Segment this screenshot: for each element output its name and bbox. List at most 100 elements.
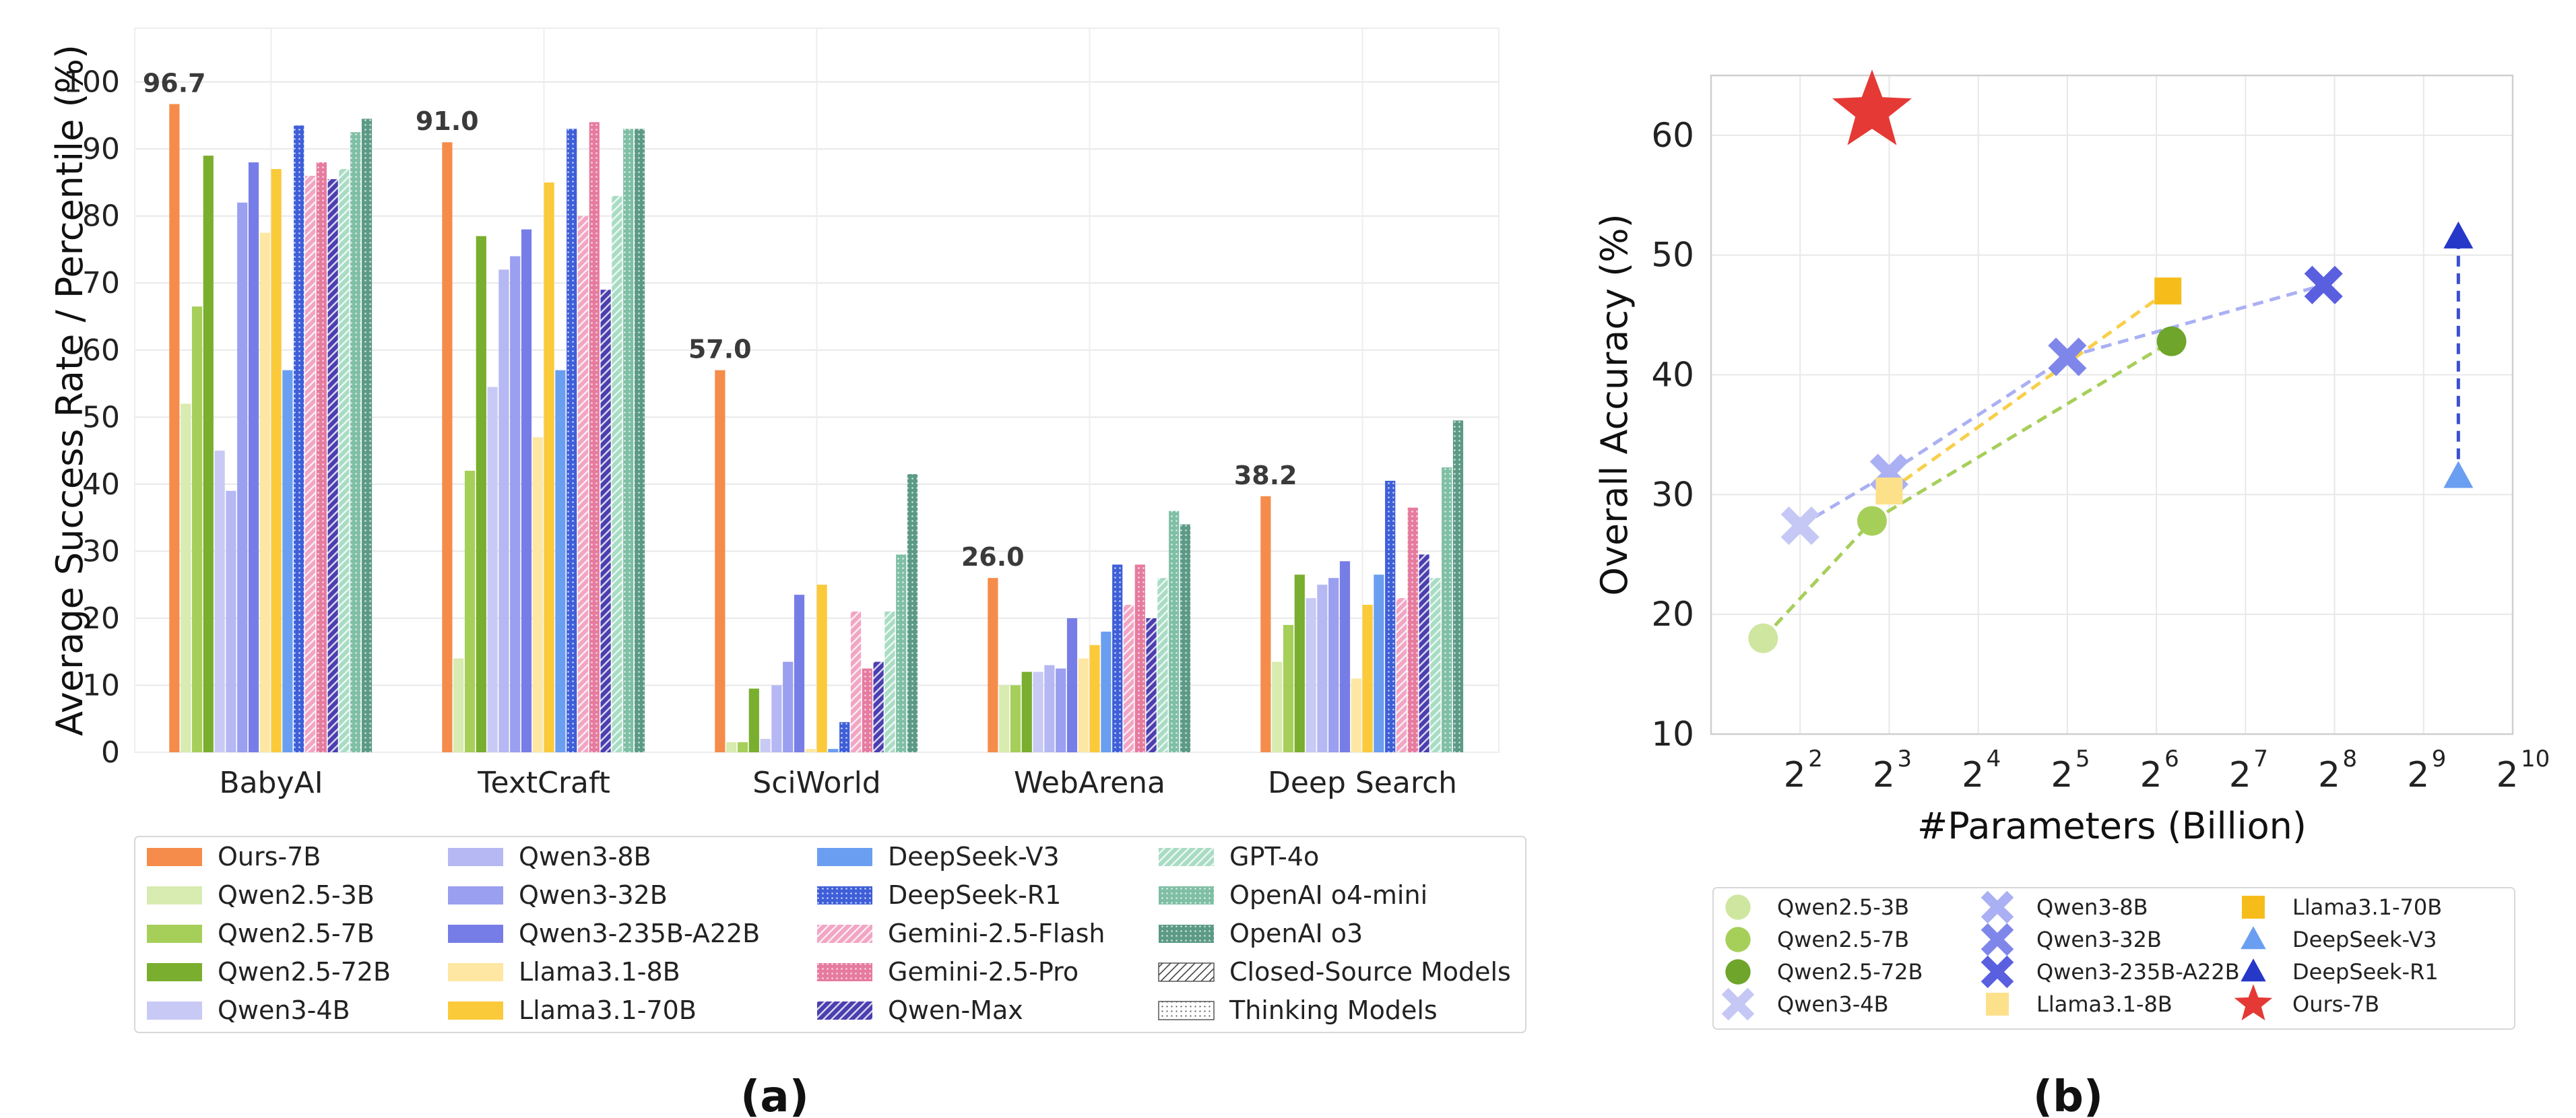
x-tick-exponent: 7 — [2253, 746, 2268, 772]
bar-openai-o3-textcraft — [634, 129, 645, 753]
bar-qwen2-5-3b-webarena — [999, 685, 1010, 752]
bar-gemini-2-5-flash-babyai — [304, 175, 316, 753]
point-qwen3-235b-a22b — [2304, 265, 2343, 304]
bar-qwen3-235b-a22b-textcraft — [521, 229, 532, 753]
y-tick-label: 30 — [1651, 475, 1694, 514]
bar-gpt-4o-deep-search — [1430, 578, 1441, 752]
bar-qwen3-235b-a22b-babyai — [248, 162, 259, 752]
bar-qwen2-5-7b-textcraft — [464, 470, 476, 752]
bar-deepseek-v3-webarena — [1101, 631, 1112, 752]
legend-marker-qwen3-32b — [1981, 923, 2014, 956]
bar-qwen2-5-3b-babyai — [181, 403, 191, 752]
bar-qwen2-5-3b-deep-search — [1272, 661, 1283, 752]
bar-llama3-1-8b-webarena — [1078, 658, 1089, 752]
point-llama3-1-70b — [2154, 277, 2182, 305]
bar-llama3-1-70b-babyai — [271, 169, 282, 752]
y-tick-label: 10 — [82, 668, 120, 702]
bar-llama3-1-70b-deep-search — [1362, 605, 1373, 752]
legend-label-llama3-1-70b: Llama3.1-70B — [2292, 894, 2442, 920]
bar-qwen3-8b-deep-search — [1317, 585, 1328, 752]
legend-swatch-gemini-2-5-flash — [817, 925, 872, 943]
bar-qwen3-8b-textcraft — [498, 269, 509, 752]
bar-openai-o3-webarena — [1180, 524, 1191, 752]
scatter-plot-area — [1711, 75, 2513, 734]
data-label-sciworld: 57.0 — [688, 335, 752, 364]
bar-qwen2-5-7b-webarena — [1010, 685, 1021, 752]
connector-qwen3-8b-qwen3-32b — [1888, 355, 2069, 475]
bar-gemini-2-5-flash-sciworld — [850, 611, 862, 752]
x-tick-base: 2 — [2229, 755, 2251, 795]
x-tick-exponent: 8 — [2343, 746, 2358, 772]
legend-marker-deepseek-v3 — [2241, 926, 2266, 950]
legend-label-qwen3-4b: Qwen3-4B — [218, 995, 350, 1025]
legend-swatch-deepseek-r1 — [817, 886, 872, 905]
legend-label-ours-7b: Ours-7B — [218, 842, 321, 872]
bar-qwen-max-babyai — [327, 178, 338, 752]
bar-qwen3-235b-a22b-sciworld — [794, 595, 805, 752]
legend-swatch-qwen2-5-72b — [147, 963, 202, 981]
legend-label-qwen3-8b: Qwen3-8B — [2036, 894, 2148, 920]
legend-label-deepseek-v3: DeepSeek-V3 — [888, 842, 1060, 872]
legend-swatch-qwen3-235b-a22b — [448, 925, 503, 943]
legend-swatch-deepseek-v3 — [817, 848, 872, 866]
legend-marker-qwen2-5-7b — [1725, 927, 1751, 952]
y-axis-title: Average Success Rate / Percentile (%) — [49, 44, 91, 736]
bar-deepseek-v3-textcraft — [555, 370, 566, 752]
bar-chart: 0 10 20 30 40 50 60 70 80 90 100 96.7 BabyAI 91.0 Text… — [49, 28, 1500, 800]
connector-qwen3-32b-qwen3-235b-a22b — [2067, 283, 2324, 359]
x-tick-exponent: 3 — [1897, 746, 1912, 772]
legend-label-qwen-max: Qwen-Max — [888, 995, 1023, 1025]
bar-qwen3-4b-sciworld — [760, 739, 771, 752]
x-tick-base: 2 — [1784, 755, 1806, 795]
x-tick-base: 2 — [2051, 755, 2073, 795]
x-tick-base: 2 — [2140, 755, 2162, 795]
x-tick-base: 2 — [2318, 755, 2340, 795]
connector-qwen2-5-3b-qwen2-5-7b — [1762, 519, 1873, 640]
legend-label-qwen3-4b: Qwen3-4B — [1777, 991, 1889, 1017]
bar-ours-7b-textcraft — [442, 142, 453, 753]
bar-qwen3-8b-babyai — [226, 490, 236, 752]
y-tick-label: 70 — [82, 266, 120, 300]
bar-deepseek-r1-sciworld — [839, 722, 850, 752]
bar-qwen3-4b-deep-search — [1306, 598, 1316, 752]
legend-label-qwen2-5-3b: Qwen2.5-3B — [1777, 894, 1909, 920]
y-tick-label: 20 — [82, 601, 120, 636]
y-tick-label: 40 — [1651, 356, 1694, 395]
legend-marker-llama3-1-70b — [2242, 896, 2265, 919]
legend-swatch-ours-7b — [147, 848, 202, 866]
x-axis-title: #Parameters (Billion) — [1917, 805, 2307, 847]
legend-label-qwen2-5-72b: Qwen2.5-72B — [218, 957, 391, 987]
y-tick-label: 30 — [82, 534, 120, 568]
data-label-textcraft: 91.0 — [416, 106, 479, 136]
bar-ours-7b-webarena — [988, 578, 998, 752]
bar-gpt-4o-babyai — [339, 169, 350, 752]
point-qwen2-5-7b — [1857, 506, 1887, 536]
x-tick-exponent: 5 — [2075, 746, 2090, 772]
point-llama3-1-8b — [1875, 478, 1903, 505]
bar-qwen2-5-7b-sciworld — [737, 742, 748, 752]
legend-swatch-llama3-1-70b — [448, 1001, 503, 1020]
bar-deepseek-v3-sciworld — [828, 749, 839, 752]
connector-qwen2-5-7b-qwen2-5-72b — [1871, 339, 2172, 523]
bar-openai-o4-mini-deep-search — [1442, 467, 1452, 752]
y-tick-label: 80 — [82, 199, 120, 234]
bar-gemini-2-5-pro-deep-search — [1407, 507, 1418, 752]
legend-label-llama3-1-8b: Llama3.1-8B — [519, 957, 680, 987]
bar-gemini-2-5-flash-webarena — [1123, 605, 1134, 752]
scatter-plot-frame — [1710, 74, 2514, 735]
y-tick-label: 60 — [1651, 116, 1694, 155]
bar-openai-o3-deep-search — [1452, 420, 1464, 752]
bar-qwen3-32b-textcraft — [510, 256, 521, 753]
bar-qwen3-32b-sciworld — [783, 661, 794, 752]
y-tick-label: 90 — [82, 132, 120, 166]
x-tick-exponent: 10 — [2521, 746, 2550, 772]
scatter-chart-legend: Qwen2.5-3B Qwen2.5-7B Qwen2.5-72B Qwen3-4B Q… — [1712, 887, 2515, 1030]
legend-label-gpt-4o: GPT-4o — [1229, 842, 1319, 872]
bar-deepseek-v3-deep-search — [1374, 574, 1384, 752]
legend-label-llama3-1-70b: Llama3.1-70B — [519, 995, 697, 1025]
bar-qwen3-235b-a22b-webarena — [1066, 618, 1078, 752]
legend-label-qwen2-5-3b: Qwen2.5-3B — [218, 880, 375, 910]
data-label-deep-search: 38.2 — [1234, 461, 1297, 490]
x-tick-exponent: 2 — [1808, 746, 1823, 772]
panel-label-b: (b) — [2033, 1072, 2103, 1118]
